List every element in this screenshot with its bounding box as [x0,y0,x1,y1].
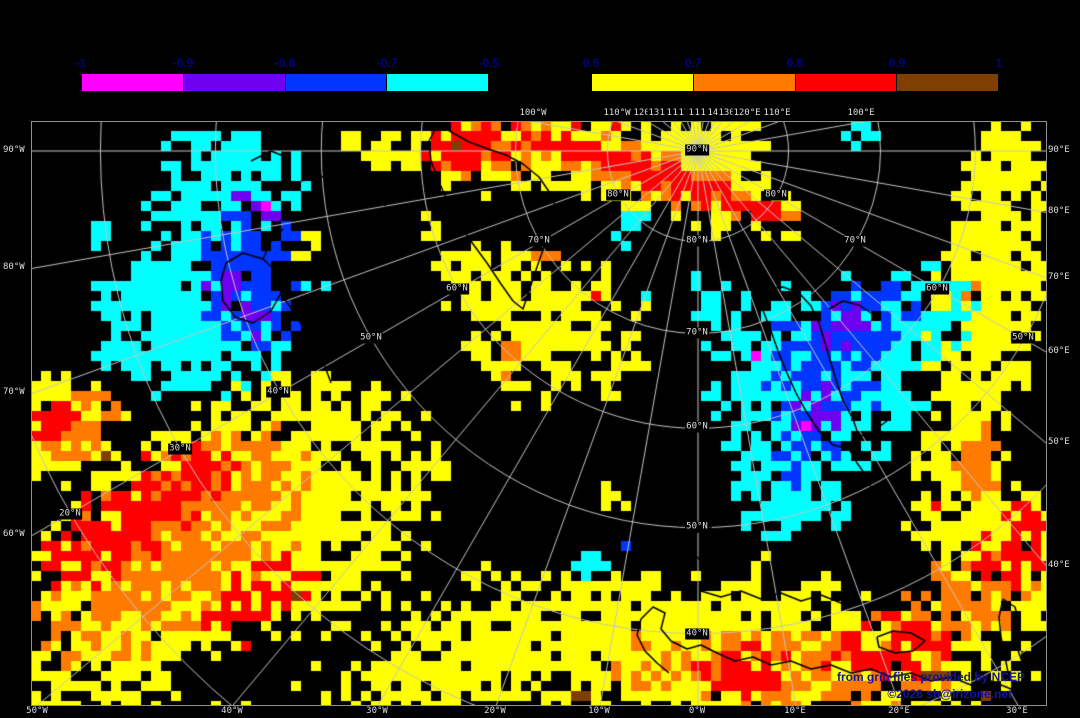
colorbar-positive-tick-label: 0.7 [684,56,702,70]
parallel-label: 60°N [685,421,709,433]
colorbar-positive-segment-brown [897,74,998,91]
meridian-label-right: 40°E [1047,560,1071,571]
colorbar-positive-segment-orange [693,74,796,91]
parallel-label: 50°N [1011,332,1035,344]
meridian-label-bottom: 20°E [887,706,911,717]
colorbar-negative-segment-magenta [82,74,184,91]
parallel-label: 40°N [266,386,290,398]
meridian-label-top: 120°E [732,108,762,119]
meridian-label-left: 70°W [2,387,26,398]
map-frame [31,121,1047,706]
colorbar-negative-segment-cyan [387,74,488,91]
parallel-label: 80°N [606,189,630,201]
meridian-label-top: 110°E [762,108,792,119]
meridian-label-bottom: 30°W [365,706,389,717]
colorbar-positive-segment-red [795,74,898,91]
meridian-label-right: 50°E [1047,437,1071,448]
meridian-label-bottom: 0°W [687,706,707,717]
parallel-label: 20°N [58,508,82,520]
parallel-label: 50°N [359,332,383,344]
colorbar-negative-segment-blue [285,74,388,91]
meridian-label-left: 90°W [2,145,26,156]
parallel-label: 60°N [445,283,469,295]
colorbar-positive [591,73,999,92]
colorbar-negative-tick-label: -0.7 [376,56,398,70]
meridian-label-left: 80°W [2,262,26,273]
parallel-label: 70°N [843,235,867,247]
meridian-label-bottom: 50°W [25,706,49,717]
parallel-label: 30°N [168,443,192,455]
meridian-label-bottom: 40°W [220,706,244,717]
meridian-label-bottom: 10°E [783,706,807,717]
meridian-label-right: 90°E [1047,145,1071,156]
parallel-label: 90°N [685,144,709,156]
meridian-label-top: 120°W [632,108,662,119]
colorbar-negative-tick-label: -0.8 [274,56,296,70]
parallel-label: 60°N [925,283,949,295]
meridian-label-top: 110°W [602,108,632,119]
colorbar-positive-tick-label: 0.9 [888,56,906,70]
colorbar-negative [81,73,489,92]
meridian-label-right: 60°E [1047,346,1071,357]
map-canvas [32,122,1046,705]
meridian-label-right: 70°E [1047,272,1071,283]
parallel-label: 80°N [764,189,788,201]
meridian-label-left: 60°W [2,529,26,540]
credit-copyright-text: ©2026 sb@irizone.net [887,687,1012,701]
parallel-label: 70°N [685,327,709,339]
colorbar-positive-segment-yellow [592,74,694,91]
parallel-label: 40°N [685,628,709,640]
meridian-label-top: 100°W [518,108,548,119]
colorbar-negative-tick-label: -0.9 [172,56,194,70]
meridian-label-top: 130°E [717,108,747,119]
colorbar-positive-tick-label: 0.5 [582,56,600,70]
colorbar-positive-tick-label: 1 [995,56,1003,70]
colorbar-negative-tick-label: -1 [75,56,87,70]
meridian-label-top: 100°E [846,108,876,119]
parallel-label: 80°N [685,235,709,247]
colorbar-negative-tick-label: -0.5 [478,56,500,70]
colorbar-negative-segment-purple [183,74,286,91]
parallel-label: 50°N [685,521,709,533]
meridian-label-bottom: 30°E [1005,706,1029,717]
meridian-label-bottom: 20°W [483,706,507,717]
meridian-label-bottom: 10°W [587,706,611,717]
meridian-label-right: 80°E [1047,206,1071,217]
credit-source-text: from grib files provided by NCEP [836,670,1025,684]
parallel-label: 70°N [527,235,551,247]
colorbar-positive-tick-label: 0.8 [786,56,804,70]
